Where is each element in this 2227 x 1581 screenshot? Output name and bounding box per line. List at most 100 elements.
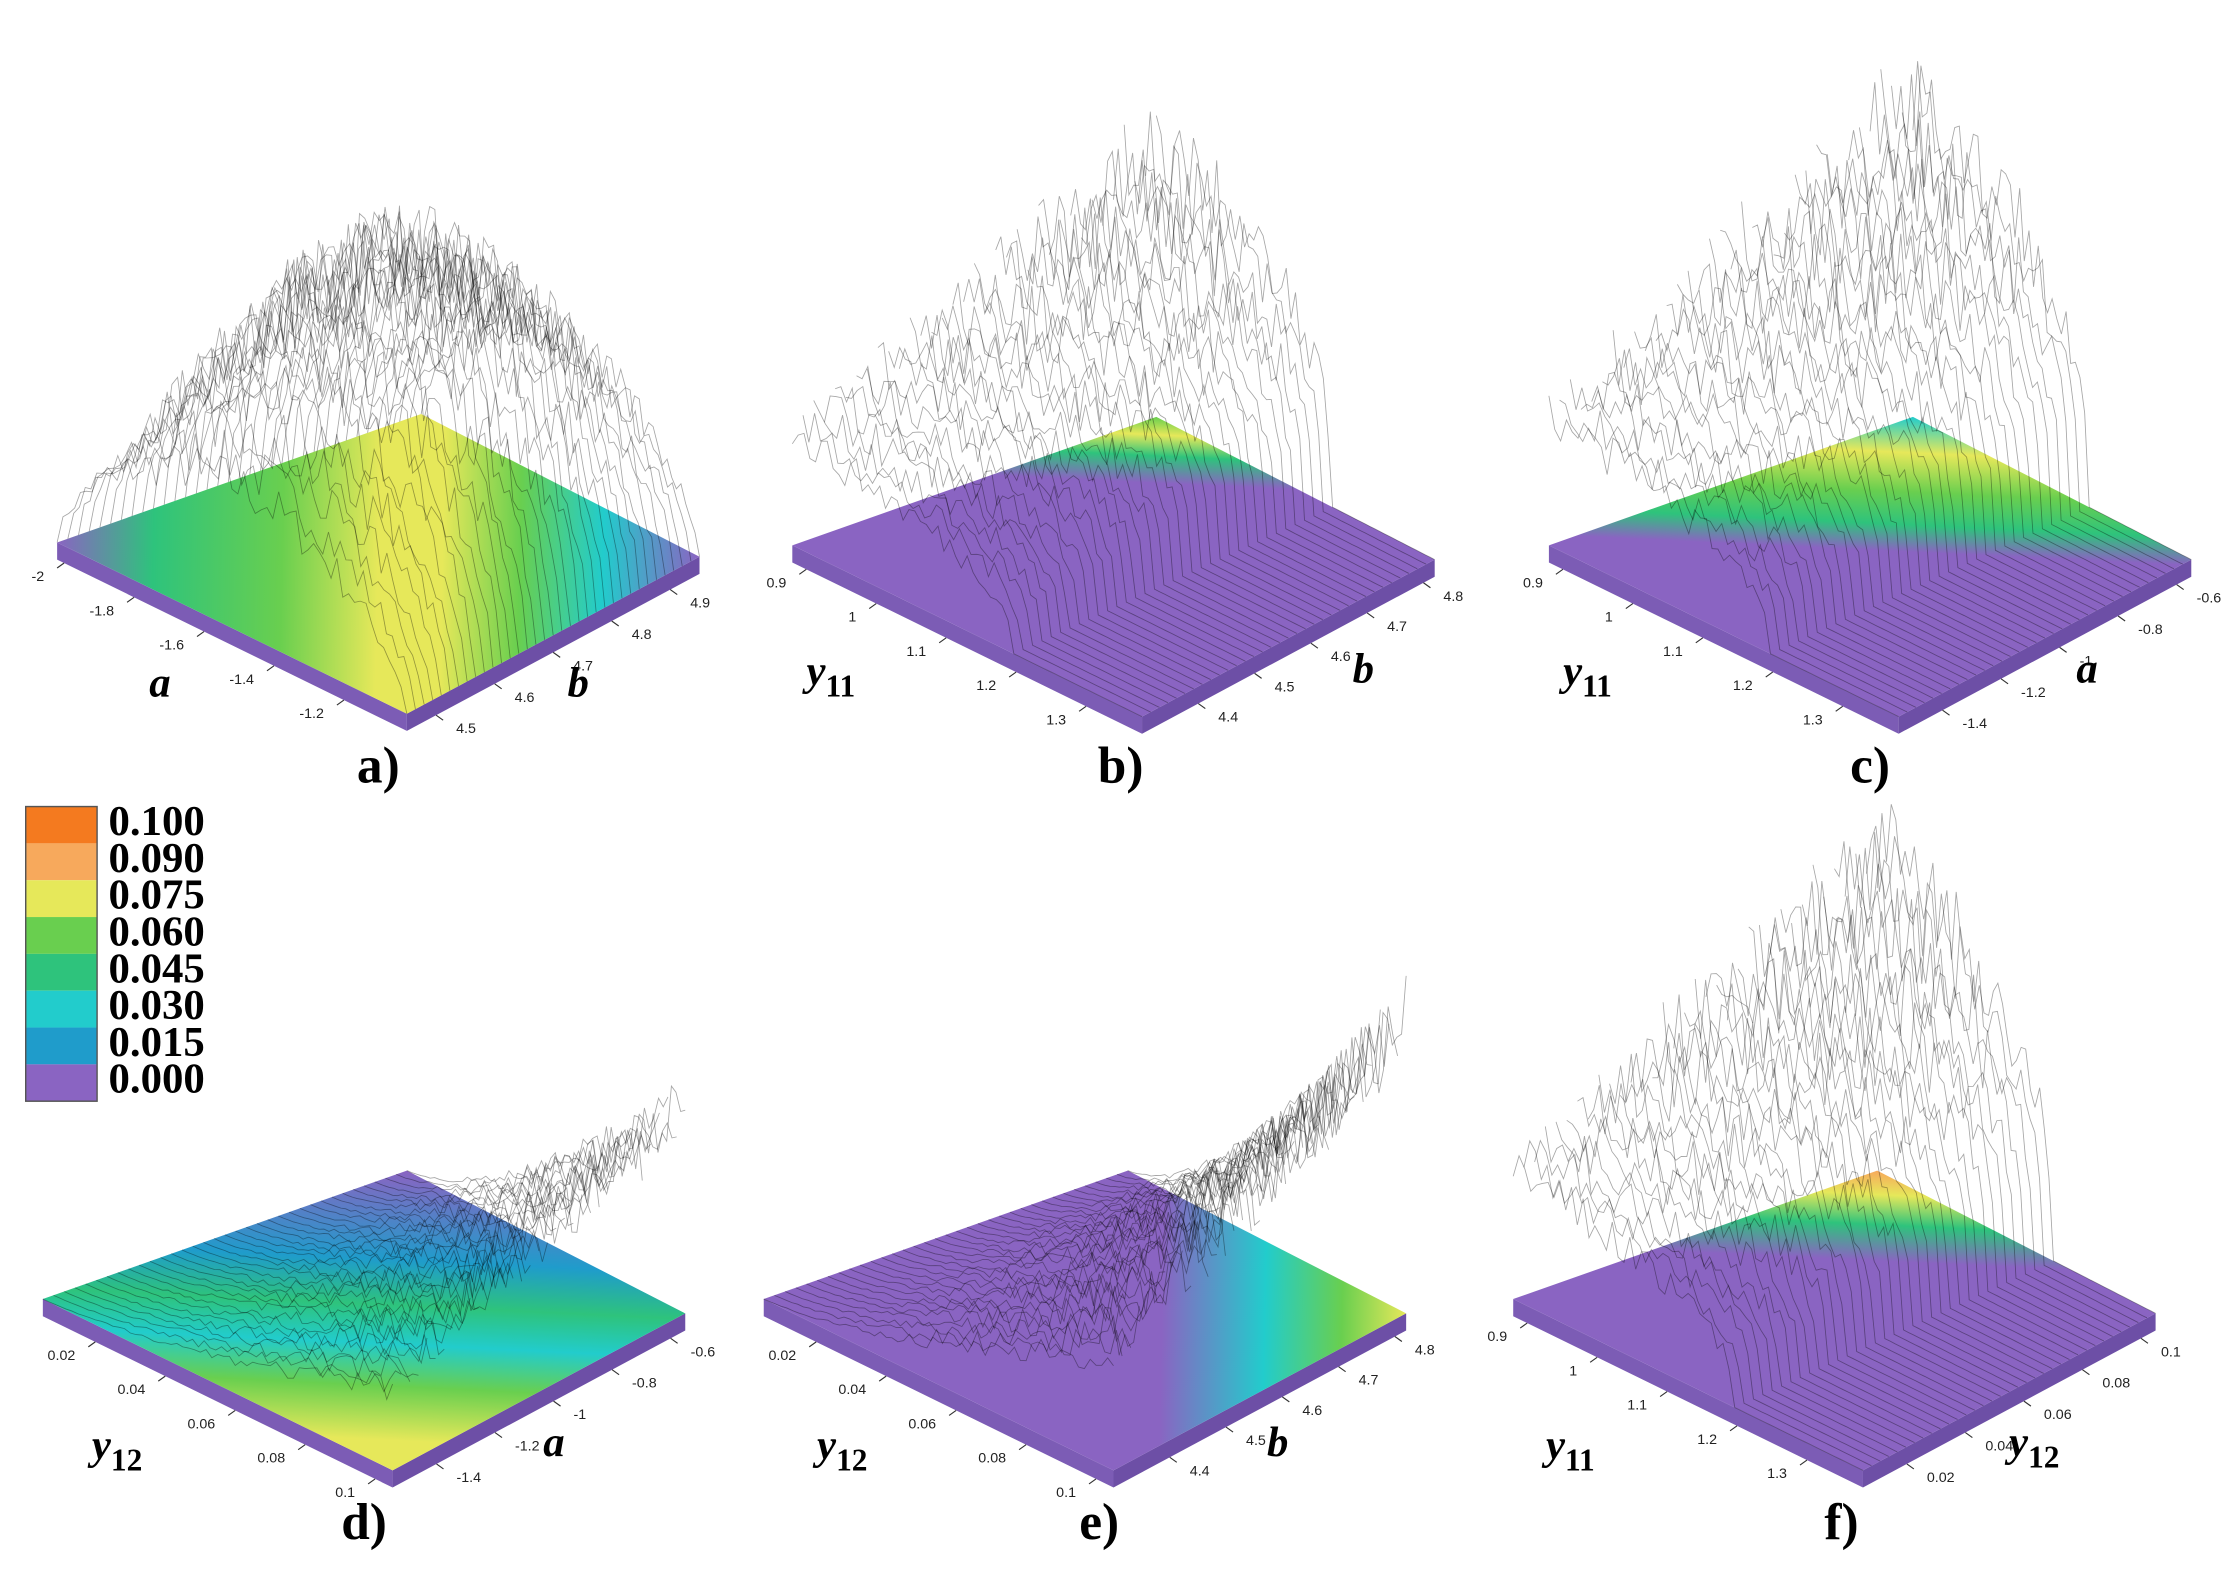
tick-mark	[56, 562, 65, 569]
wireframe	[1569, 379, 1917, 708]
wireframe	[1694, 978, 2010, 1393]
tick-label: -0.8	[2138, 622, 2163, 638]
tick-mark	[126, 596, 135, 603]
wireframe	[128, 1268, 462, 1338]
tick-label: 1.1	[1627, 1398, 1647, 1414]
wireframe	[64, 1291, 411, 1382]
tick-label: 0.02	[48, 1348, 76, 1364]
wireframe	[1855, 832, 2139, 1323]
wireframe	[1687, 270, 2011, 657]
tick-mark	[1906, 1463, 1915, 1470]
wireframe	[1081, 190, 1375, 593]
surface-map	[42, 1170, 686, 1471]
wireframe	[956, 1159, 1269, 1249]
tick-mark	[1078, 705, 1087, 712]
wireframe	[1091, 189, 1384, 588]
axis-label-subscript: 12	[2028, 1440, 2059, 1475]
wireframe	[913, 1203, 1235, 1269]
tick-label: 4.8	[1443, 589, 1463, 605]
tick-mark	[669, 589, 678, 596]
wireframe	[1709, 238, 2028, 648]
wireframe	[1812, 864, 2105, 1342]
tick-label: 1.2	[1733, 678, 1753, 694]
colorbar-swatch	[25, 953, 98, 991]
wireframe	[1512, 1154, 1864, 1471]
colorbar-label: 0.100	[109, 798, 205, 845]
wireframe	[260, 211, 571, 627]
axis-label-subscript: 11	[826, 669, 856, 704]
axis-label-text: a	[149, 660, 170, 707]
wireframe	[1041, 1086, 1338, 1212]
wireframe	[192, 1245, 514, 1293]
axis-label-subscript: 11	[1565, 1442, 1595, 1477]
colorbar-label: 0.060	[109, 908, 205, 955]
tick-mark	[611, 620, 620, 627]
tick-mark	[1729, 1425, 1738, 1432]
wireframe	[85, 1283, 428, 1365]
tick-label: 1.2	[976, 678, 996, 694]
tick-label: -1	[574, 1407, 587, 1423]
tick-label: 1.1	[1663, 644, 1683, 660]
plane-side	[42, 1299, 393, 1488]
wireframe	[174, 266, 502, 663]
wireframe	[1063, 1072, 1355, 1205]
wireframe	[1759, 924, 2062, 1365]
axis-label-text: b	[567, 660, 588, 707]
wireframe	[795, 1287, 1140, 1348]
wireframe	[203, 1241, 523, 1289]
tick-label: 4.8	[1415, 1343, 1435, 1359]
wireframe	[1805, 170, 2106, 607]
wireframe	[53, 1294, 402, 1393]
wireframe	[824, 395, 1169, 704]
tick-label: 1.3	[1767, 1466, 1787, 1482]
wireframe	[967, 1142, 1278, 1246]
axis-label-text: y	[87, 1422, 112, 1469]
wireframe	[153, 286, 485, 673]
tick-label: 0.9	[1523, 575, 1543, 591]
wireframe	[1534, 1139, 1881, 1462]
wireframe	[256, 1204, 565, 1258]
tick-mark	[367, 1478, 376, 1485]
panel-label: a)	[357, 737, 400, 794]
wireframe	[898, 341, 1229, 671]
wireframe	[342, 1147, 634, 1214]
panel: 0.9 1 1.1 1.2 1.3 -1.4 -1.2 -1 -0.8 -0.6 y11 a c)	[1523, 61, 2221, 794]
surface-map	[763, 1170, 1407, 1471]
tick-mark	[297, 1444, 306, 1451]
wireframe	[213, 1234, 531, 1283]
wireframe	[131, 324, 468, 682]
panel: 0.9 1 1.1 1.2 1.3 4.4 4.5 4.6 4.7 4.8 y11 b b)	[766, 111, 1463, 794]
wireframe	[1720, 229, 2037, 644]
tick-label: 4.7	[1359, 1373, 1379, 1389]
wireframe	[817, 1279, 1157, 1329]
tick-label: -1.2	[299, 706, 324, 722]
wireframe	[195, 239, 520, 654]
axis-label: b	[1267, 1419, 1288, 1466]
wireframe	[1644, 314, 1977, 676]
tick-label: 4.5	[1275, 679, 1295, 695]
panel: 0.02 0.04 0.06 0.08 0.1 -1.4 -1.2 -1 -0.8 -0.6 y12…	[42, 1084, 715, 1551]
wireframe	[1619, 1053, 1950, 1425]
tick-label: 0.9	[766, 575, 786, 591]
wireframe	[1095, 1009, 1381, 1191]
wireframe	[1116, 1006, 1398, 1183]
tick-label: 0.1	[2161, 1344, 2181, 1360]
wireframe	[1548, 395, 1899, 718]
wireframe	[1780, 906, 2079, 1356]
tick-mark	[2082, 1369, 2090, 1376]
colorbar-swatch	[25, 917, 98, 954]
tick-label: 4.7	[1387, 619, 1407, 635]
wireframe	[74, 1287, 419, 1378]
wireframe	[367, 254, 657, 580]
tick-mark	[1366, 612, 1375, 619]
tick-label: 0.9	[1487, 1329, 1507, 1345]
wireframe	[1102, 149, 1392, 584]
colorbar-label: 0.000	[109, 1056, 205, 1103]
wireframe	[1016, 229, 1323, 621]
axis-label: b	[567, 660, 588, 707]
panel-label: c)	[1850, 737, 1890, 794]
plane-side	[57, 542, 407, 731]
wireframe	[106, 1275, 445, 1356]
wireframe	[281, 205, 589, 617]
